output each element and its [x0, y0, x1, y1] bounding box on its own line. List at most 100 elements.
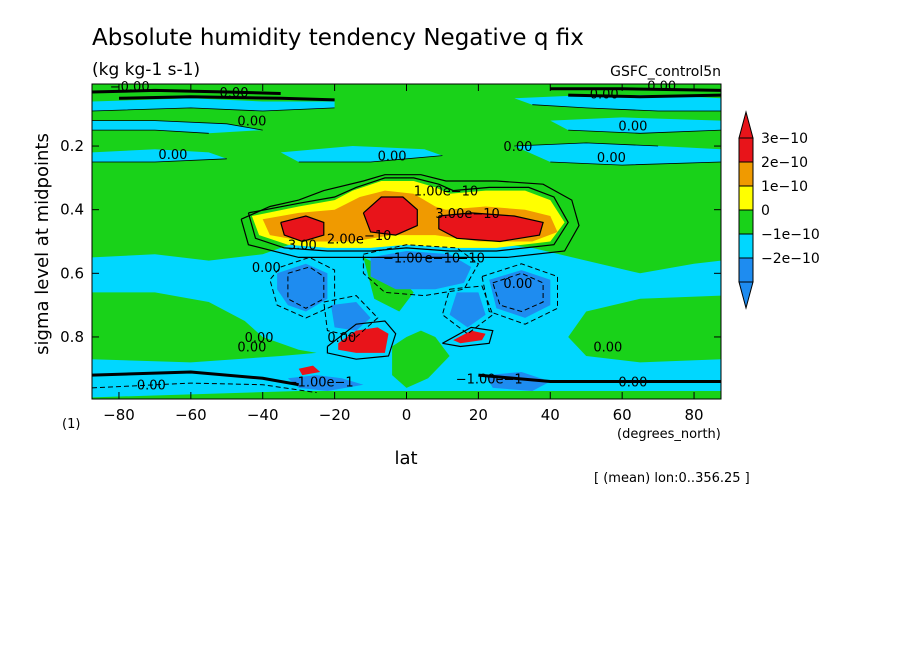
contour-line-thick: [478, 373, 721, 383]
contour-label: 0.00: [647, 80, 676, 95]
contour-line-dashed: [91, 382, 317, 394]
contour-label: −1.00e−1: [287, 376, 354, 391]
x-tick-label: −40: [247, 406, 279, 424]
y-tick-label: 0.6: [60, 264, 84, 282]
shaded-region-neg2: [449, 292, 486, 328]
contour-label: 0.00: [618, 376, 647, 391]
contour-line-dashed: [481, 263, 558, 325]
contour-label: 0.00: [597, 151, 626, 166]
contour-label: 0.00: [503, 140, 532, 155]
axes: −80 −60 −40 −20 0 20 40 60 80 0.2 0.4 0.6 0.8: [60, 84, 721, 424]
contour-label: 0.00: [237, 115, 266, 130]
contour-line-thin: [568, 129, 722, 134]
contour-label: −1.00e−1: [456, 372, 523, 387]
colorbar-label: −1e−10: [761, 227, 820, 243]
contour-line-thin: [92, 120, 263, 131]
colorbar-label: 3e−10: [761, 131, 808, 147]
contour-line-solid: [247, 177, 569, 252]
contour-line-solid: [362, 196, 418, 236]
shaded-region-pos3: [453, 330, 486, 344]
contour-label: 0.00: [618, 119, 647, 134]
contour-line-thin: [550, 161, 722, 166]
shaded-region-zero: [568, 295, 721, 363]
colorbar-swatch: [738, 137, 754, 163]
plot-contours: [91, 87, 722, 394]
contour-line-thin: [92, 158, 227, 163]
contour-line-dashed: [492, 272, 544, 313]
contour-line-thin: [532, 104, 721, 112]
shaded-region-neg1: [550, 117, 721, 134]
chart-units: (kg kg-1 s-1): [92, 60, 200, 80]
colorbar-swatch: [738, 185, 754, 211]
chart-title: Absolute humidity tendency Negative q fi…: [92, 25, 584, 51]
shaded-region-pos3: [338, 327, 389, 353]
x-tick-label: −20: [319, 406, 351, 424]
shaded-region-pos3: [438, 212, 544, 242]
contour-line-solid: [240, 174, 580, 258]
contour-line-thin: [514, 142, 659, 147]
y-tick-label: 0.2: [60, 137, 84, 155]
contour-label: 0.00: [327, 331, 356, 346]
contour-label: e−10: [425, 251, 460, 266]
shaded-region-pos3: [280, 216, 324, 242]
shaded-region-neg1: [514, 95, 721, 111]
contour-line-dashed: [269, 256, 336, 319]
contour-label: 0.00: [378, 150, 407, 165]
colorbar-swatch: [738, 233, 754, 259]
contour-line-thin: [92, 129, 209, 134]
contour-label: 2.00e: [327, 232, 364, 247]
contour-line-solid: [280, 215, 325, 243]
shaded-region-neg2: [370, 251, 472, 290]
colorbar-label: 0: [761, 203, 770, 219]
contour-line-thick: [118, 95, 335, 102]
x-tick-label: 80: [684, 406, 703, 424]
contour-line-thick: [91, 370, 299, 387]
contour-label: 0.00: [590, 88, 619, 103]
contour-label: 0.00: [220, 86, 249, 101]
colorbar-over-arrow: [738, 110, 754, 139]
contour-label: 0.00: [503, 277, 532, 292]
contour-label: 0.00: [252, 261, 281, 276]
contour-line-dashed: [441, 285, 494, 335]
chart-subtitle: [ (mean) lon:0..356.25 ]: [594, 471, 750, 486]
colorbar-swatch: [738, 161, 754, 187]
y-axis-label: sigma level at midpoints: [32, 133, 53, 355]
shaded-region-neg1: [92, 149, 227, 162]
contour-label: −10: [457, 251, 484, 266]
shaded-region-zero: [92, 292, 317, 363]
contour-label: 0.00: [137, 379, 166, 394]
contour-label: 0.00: [237, 341, 266, 356]
contour-line-dashed: [362, 244, 480, 297]
y-tick-label: 0.4: [60, 201, 84, 219]
contour-line-thick: [550, 87, 722, 92]
x-tick-label: 20: [469, 406, 488, 424]
x-axis-label: lat: [394, 448, 417, 469]
contour-label: 0.00: [158, 148, 187, 163]
colorbar-under-arrow: [738, 281, 754, 310]
contour-label: 1.00e−10: [414, 185, 478, 200]
panel-index: (1): [62, 417, 80, 432]
y-tick-label: 0.8: [60, 328, 84, 346]
contour-line-dashed: [323, 295, 379, 338]
colorbar: 3e−10 2e−10 1e−10 0 −1e−10 −2e−10: [738, 110, 820, 310]
contour-line-solid: [326, 320, 397, 360]
plot-fills: [92, 84, 721, 399]
contour-line-thick: [91, 88, 281, 95]
colorbar-label: 1e−10: [761, 179, 808, 195]
x-tick-label: 0: [402, 406, 412, 424]
contour-label: 3.00: [288, 239, 317, 254]
shaded-region-neg1: [92, 98, 335, 111]
colorbar-swatch: [738, 209, 754, 235]
colorbar-swatch: [738, 257, 754, 283]
shaded-region-neg1: [514, 142, 721, 166]
contour-label: −1.00: [383, 251, 423, 266]
shaded-region-zero: [392, 330, 450, 388]
contour-label: −10: [364, 229, 391, 244]
contour-label: 3.00e−10: [435, 207, 499, 222]
x-tick-label: −60: [175, 406, 207, 424]
contour-line-thin: [91, 107, 335, 112]
dataset-name: GSFC_control5n: [610, 64, 721, 80]
contour-label: 0.00: [245, 331, 274, 346]
x-tick-label: 40: [541, 406, 560, 424]
